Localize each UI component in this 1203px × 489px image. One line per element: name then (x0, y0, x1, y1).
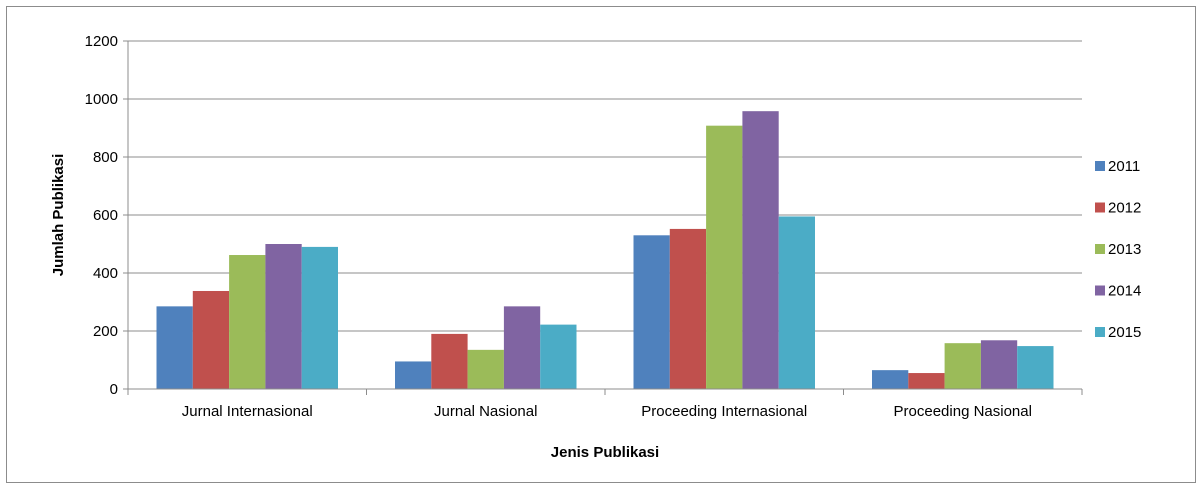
y-axis-ticks: 0 200 400 600 800 1000 1200 (85, 33, 128, 398)
bar-2013-3 (706, 125, 743, 390)
legend-label-2011: 2011 (1108, 158, 1140, 175)
bar-2013-2 (467, 349, 504, 389)
bar-2013-1 (229, 255, 266, 389)
legend: 2011 2012 2013 2014 2015 (1095, 158, 1141, 341)
bar-2014-4 (980, 340, 1018, 389)
x-tick-label: Proceeding Internasional (641, 403, 807, 420)
bar-2015-1 (301, 246, 338, 389)
y-tick-label: 800 (93, 149, 118, 166)
legend-label-2014: 2014 (1108, 283, 1141, 300)
bar-2011-2 (395, 361, 432, 389)
bar-2015-4 (1017, 346, 1054, 389)
legend-swatch-2014 (1095, 285, 1105, 296)
x-tick-label: Jurnal Internasional (182, 403, 313, 420)
bar-2014-2 (503, 306, 541, 389)
y-tick-label: 1200 (85, 33, 118, 50)
chart-frame (6, 6, 1196, 483)
y-tick-label: 0 (110, 381, 118, 398)
legend-label-2013: 2013 (1108, 241, 1141, 258)
x-axis-title: Jenis Publikasi (551, 444, 659, 461)
bar-2015-2 (540, 324, 577, 389)
bar-2012-2 (431, 333, 468, 389)
y-tick-label: 1000 (85, 91, 118, 108)
legend-swatch-2013 (1095, 244, 1105, 254)
y-axis-title: Jumlah Publikasi (50, 154, 67, 277)
bar-2014-1 (265, 244, 302, 389)
bar-2011-3 (633, 235, 670, 389)
legend-swatch-2012 (1095, 202, 1105, 213)
bar-2011-1 (156, 306, 193, 389)
x-tick-label: Proceeding Nasional (894, 403, 1032, 420)
bar-2013-4 (944, 343, 981, 389)
y-tick-label: 200 (93, 323, 118, 340)
legend-label-2012: 2012 (1108, 200, 1141, 217)
bar-2012-4 (908, 373, 945, 389)
x-axis-ticks: Jurnal Internasional Jurnal Nasional Proce… (127, 389, 1083, 420)
bar-2015-3 (778, 216, 815, 389)
bar-2011-4 (872, 370, 909, 389)
bar-2012-1 (192, 290, 230, 389)
bar-2014-3 (742, 111, 779, 390)
legend-swatch-2015 (1095, 327, 1105, 337)
legend-label-2015: 2015 (1108, 324, 1141, 341)
x-tick-label: Jurnal Nasional (434, 403, 537, 420)
legend-swatch-2011 (1095, 161, 1105, 171)
bar-2012-3 (669, 228, 707, 389)
y-tick-label: 400 (93, 265, 118, 282)
y-tick-label: 600 (93, 207, 118, 224)
bars (156, 111, 1054, 390)
